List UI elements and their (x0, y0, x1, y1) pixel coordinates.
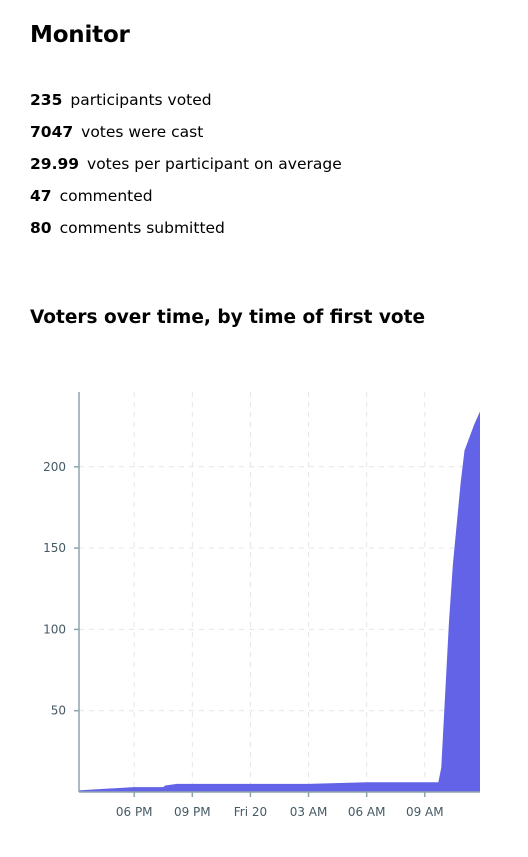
voters-area (79, 411, 480, 792)
x-tick-label: 06 AM (348, 805, 386, 819)
y-tick-label: 50 (51, 704, 66, 718)
chart-area-layer (79, 411, 480, 792)
stats-list: 235 participants voted 7047 votes were cas… (30, 90, 510, 250)
chart-title: Voters over time, by time of first vote (30, 307, 426, 328)
y-tick-label: 200 (43, 460, 66, 474)
stat-label: commented (59, 187, 153, 205)
x-tick-label: 09 AM (406, 805, 444, 819)
chart-axes (74, 392, 480, 797)
stat-value: 80 (30, 219, 52, 237)
x-tick-label: 09 PM (174, 805, 211, 819)
stat-value: 47 (30, 187, 52, 205)
chart-grid (79, 392, 480, 792)
y-tick-label: 100 (43, 622, 66, 636)
stat-value: 29.99 (30, 155, 80, 173)
stat-value: 7047 (30, 123, 74, 141)
x-tick-label: 06 PM (116, 805, 153, 819)
x-tick-label: Fri 20 (234, 805, 267, 819)
stat-label: votes per participant on average (87, 155, 342, 173)
stat-label: votes were cast (81, 123, 204, 141)
stat-label: participants voted (70, 91, 212, 109)
stat-label: comments submitted (59, 219, 225, 237)
stat-votes-per-participant: 29.99 votes per participant on average (30, 154, 510, 186)
stat-comments-submitted: 80 comments submitted (30, 218, 510, 250)
stat-votes-cast: 7047 votes were cast (30, 122, 510, 154)
stat-commented: 47 commented (30, 186, 510, 218)
y-tick-label: 150 (43, 541, 66, 555)
page-title: Monitor (30, 22, 130, 48)
voters-over-time-chart: 06 PM 09 PM Fri 20 03 AM 06 AM 09 AM 50 100 150 2… (43, 392, 480, 819)
x-tick-label: 03 AM (290, 805, 328, 819)
chart-tick-labels: 06 PM 09 PM Fri 20 03 AM 06 AM 09 AM 50 100 150 2… (43, 460, 444, 819)
stat-participants-voted: 235 participants voted (30, 90, 510, 122)
stat-value: 235 (30, 91, 63, 109)
